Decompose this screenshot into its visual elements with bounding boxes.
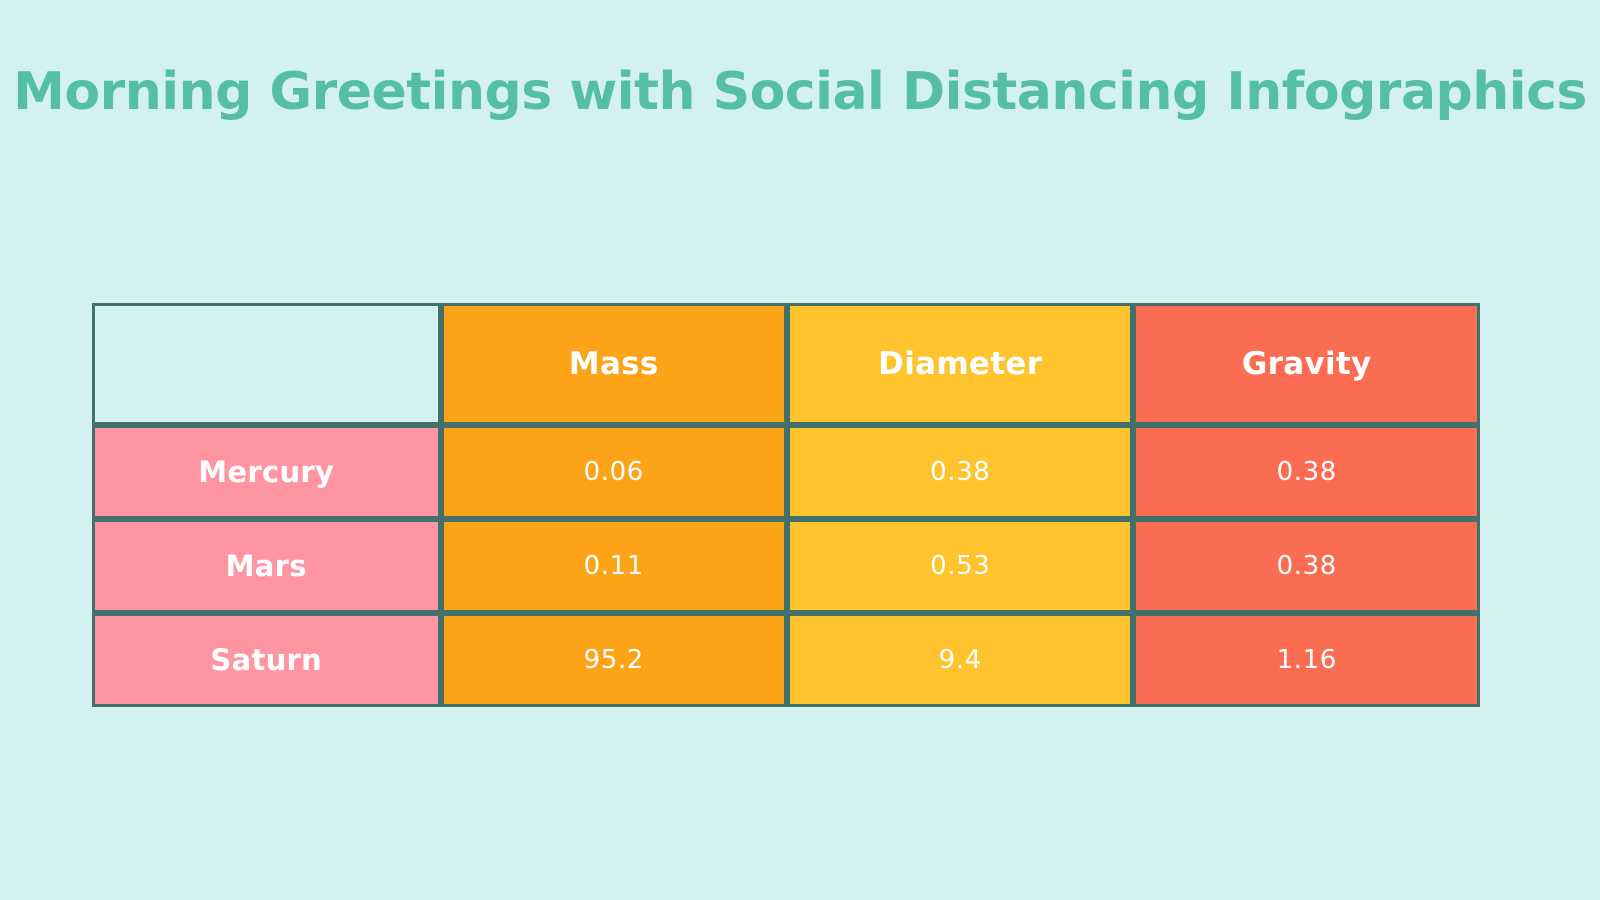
cell-saturn-diameter: 9.4 [786, 613, 1134, 707]
cell-mercury-mass: 0.06 [440, 425, 787, 519]
comparison-table-container: Mass Diameter Gravity Mercury 0.06 0.38 … [92, 303, 1480, 707]
table-header-row: Mass Diameter Gravity [92, 303, 1480, 425]
column-header-gravity: Gravity [1133, 303, 1480, 425]
cell-mars-mass: 0.11 [440, 519, 787, 613]
table-row: Mercury 0.06 0.38 0.38 [92, 425, 1480, 519]
table-row: Mars 0.11 0.53 0.38 [92, 519, 1480, 613]
cell-saturn-mass: 95.2 [440, 613, 787, 707]
cell-mars-gravity: 0.38 [1133, 519, 1480, 613]
column-header-mass: Mass [440, 303, 787, 425]
row-label-mars: Mars [92, 519, 441, 613]
cell-mars-diameter: 0.53 [786, 519, 1134, 613]
comparison-table: Mass Diameter Gravity Mercury 0.06 0.38 … [92, 303, 1480, 707]
table-row: Saturn 95.2 9.4 1.16 [92, 613, 1480, 707]
cell-mercury-gravity: 0.38 [1133, 425, 1480, 519]
table-corner-cell [92, 303, 441, 425]
cell-saturn-gravity: 1.16 [1133, 613, 1480, 707]
cell-mercury-diameter: 0.38 [786, 425, 1134, 519]
page-title: Morning Greetings with Social Distancing… [13, 62, 1587, 122]
row-label-saturn: Saturn [92, 613, 441, 707]
row-label-mercury: Mercury [92, 425, 441, 519]
column-header-diameter: Diameter [786, 303, 1134, 425]
